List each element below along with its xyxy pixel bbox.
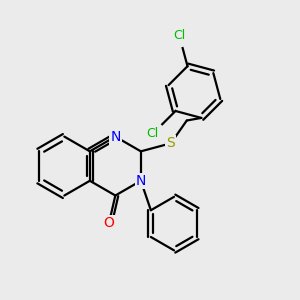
Text: Cl: Cl: [147, 127, 159, 140]
Text: N: N: [110, 130, 121, 144]
Text: S: S: [167, 136, 175, 150]
Text: O: O: [103, 216, 114, 230]
Text: Cl: Cl: [173, 29, 185, 42]
Text: N: N: [136, 174, 146, 188]
